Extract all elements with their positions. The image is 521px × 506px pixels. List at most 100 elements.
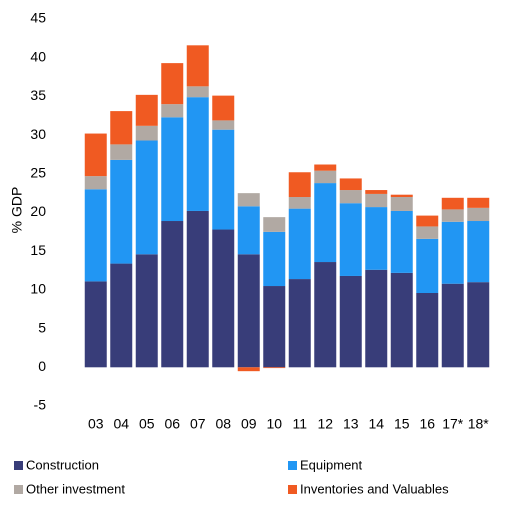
legend-marker	[14, 485, 23, 494]
x-tick-label: 14	[368, 416, 384, 432]
bar-segment	[84, 176, 107, 190]
bar-segment	[135, 140, 158, 255]
bar-segment	[237, 254, 260, 368]
bar-segment	[186, 86, 209, 98]
bar-segment	[390, 194, 413, 198]
bar-segment	[186, 210, 209, 368]
bar-segment	[339, 190, 362, 204]
y-tick-label: 5	[38, 319, 46, 335]
bar-segment	[161, 104, 184, 118]
bar-segment	[441, 221, 464, 284]
legend-label: Construction	[26, 457, 99, 472]
bar-segment	[212, 229, 235, 368]
bar-segment	[441, 197, 464, 210]
bar-segment	[237, 206, 260, 255]
bar-segment	[467, 197, 490, 208]
x-tick-label: 15	[394, 416, 410, 432]
y-tick-label: 35	[30, 87, 46, 103]
y-tick-label: 30	[30, 126, 46, 142]
bar-segment	[390, 272, 413, 368]
bar-segment	[314, 183, 337, 263]
bar-segment	[339, 203, 362, 276]
bar-segment	[212, 120, 235, 130]
x-tick-label: 17*	[442, 416, 464, 432]
bar-segment	[161, 117, 184, 222]
bar-segment	[288, 208, 311, 280]
bar-segment	[314, 164, 337, 171]
x-tick-label: 11	[292, 416, 307, 432]
x-tick-label: 18*	[468, 416, 490, 432]
bar-segment	[416, 238, 439, 293]
x-tick-label: 16	[419, 416, 435, 432]
bar-segment	[441, 209, 464, 222]
x-tick-label: 08	[215, 416, 231, 432]
bar-segment	[441, 283, 464, 368]
bar-segment	[186, 45, 209, 87]
bar-segment	[416, 215, 439, 227]
bar-segment	[110, 159, 133, 264]
bar-segment	[467, 207, 490, 222]
legend-marker	[14, 461, 23, 470]
bar-segment	[314, 170, 337, 184]
x-tick-label: 05	[139, 416, 155, 432]
bar-segment	[288, 279, 311, 368]
bar-segment	[110, 144, 133, 160]
bar-segment	[135, 125, 158, 141]
y-tick-label: 10	[30, 281, 46, 297]
y-tick-label: -5	[34, 397, 47, 413]
bar-segment	[390, 210, 413, 273]
bar-segment	[212, 95, 235, 121]
bar-segment	[390, 197, 413, 211]
bar-segment	[135, 254, 158, 368]
bar-segment	[212, 129, 235, 230]
legend-label: Equipment	[300, 457, 363, 472]
bar-segment	[110, 111, 133, 145]
bar-segment	[161, 221, 184, 368]
x-tick-label: 04	[113, 416, 129, 432]
legend-marker	[288, 485, 297, 494]
bar-segment	[416, 226, 439, 239]
legend-label: Other investment	[26, 481, 125, 496]
bar-segment	[84, 133, 107, 177]
x-tick-label: 13	[343, 416, 359, 432]
bar-segment	[110, 263, 133, 368]
bar-segment	[237, 193, 260, 207]
bar-segment	[263, 367, 286, 369]
bar-segment	[339, 178, 362, 191]
x-tick-label: 12	[317, 416, 333, 432]
bar-segment	[339, 275, 362, 368]
y-axis-label: % GDP	[9, 187, 25, 234]
bar-segment	[84, 189, 107, 282]
x-tick-label: 07	[190, 416, 206, 432]
bar-segment	[288, 172, 311, 198]
bar-segment	[161, 63, 184, 105]
y-tick-label: 0	[38, 358, 46, 374]
bar-segment	[365, 193, 388, 208]
y-tick-label: 25	[30, 165, 46, 181]
x-tick-label: 09	[241, 416, 257, 432]
bar-segment	[263, 231, 286, 287]
legend-marker	[288, 461, 297, 470]
bar-segment	[263, 286, 286, 368]
bar-segment	[288, 197, 311, 209]
y-tick-label: 40	[30, 48, 46, 64]
x-tick-label: 06	[164, 416, 180, 432]
bar-segment	[467, 221, 490, 283]
x-tick-label: 10	[266, 416, 282, 432]
bar-segment	[84, 281, 107, 368]
bar-segment	[186, 97, 209, 211]
bar-segment	[365, 207, 388, 270]
bar-segment	[467, 282, 490, 368]
bar-segment	[263, 217, 286, 232]
bar-segment	[365, 269, 388, 368]
y-tick-label: 15	[30, 242, 46, 258]
y-tick-label: 45	[30, 10, 46, 26]
bar-segment	[365, 190, 388, 194]
bar-segment	[135, 94, 158, 126]
bar-segment	[237, 367, 260, 372]
x-tick-label: 03	[88, 416, 104, 432]
y-tick-label: 20	[30, 203, 46, 219]
legend-label: Inventories and Valuables	[300, 481, 449, 496]
bar-segment	[416, 292, 439, 368]
